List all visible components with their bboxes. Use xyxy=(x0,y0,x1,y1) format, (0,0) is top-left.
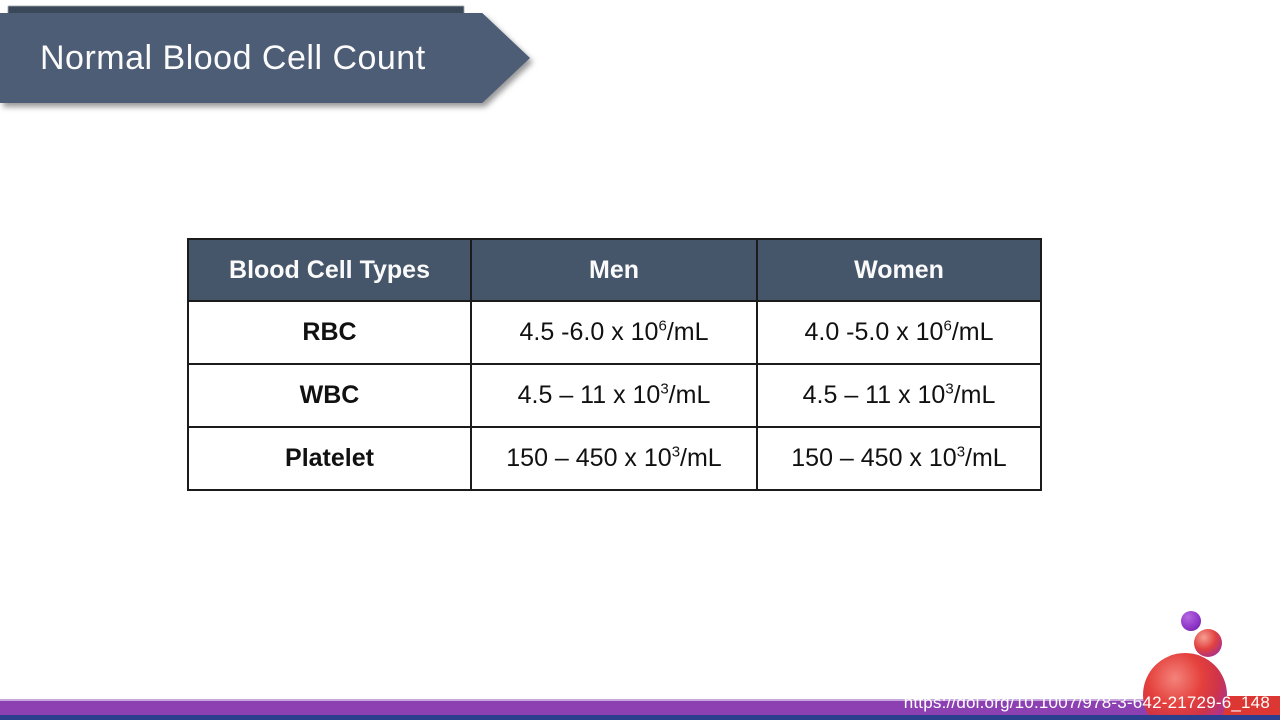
cell-value-text: 150 – 450 x 10 xyxy=(506,444,672,472)
cell-value-unit: /mL xyxy=(951,318,994,346)
footer-red-corner xyxy=(1222,696,1280,715)
cell-value-unit: /mL xyxy=(965,444,1007,472)
row-label-platelet: Platelet xyxy=(187,426,472,491)
cell-value-text: 150 – 450 x 10 xyxy=(791,444,957,472)
cell-value-exponent: 3 xyxy=(660,380,669,398)
cell-value-unit: /mL xyxy=(666,318,709,346)
cell-value-exponent: 3 xyxy=(671,443,681,461)
cell-value-exponent: 3 xyxy=(956,443,966,461)
cell-platelet-men: 150 – 450 x 103/mL xyxy=(470,426,758,491)
header-women: Women xyxy=(756,238,1042,302)
cell-rbc-women: 4.0 -5.0 x 106/mL xyxy=(756,300,1042,365)
footer-purple-bar xyxy=(0,699,1280,715)
cell-value-exponent: 6 xyxy=(658,317,667,335)
cell-value-text: 4.0 -5.0 x 10 xyxy=(804,318,944,346)
table-row: RBC 4.5 -6.0 x 106/mL 4.0 -5.0 x 106/mL xyxy=(187,300,1042,365)
table-row: WBC 4.5 – 11 x 103/mL 4.5 – 11 x 103/mL xyxy=(187,363,1042,428)
footer-navy-strip xyxy=(0,715,1280,720)
header-men: Men xyxy=(470,238,758,302)
cell-value-text: 4.5 – 11 x 10 xyxy=(517,381,661,409)
row-label-rbc: RBC xyxy=(187,300,472,365)
cell-value-exponent: 6 xyxy=(943,317,952,335)
cell-wbc-women: 4.5 – 11 x 103/mL xyxy=(756,363,1042,428)
title-banner: Normal Blood Cell Count xyxy=(0,13,530,103)
slide-title: Normal Blood Cell Count xyxy=(40,38,426,77)
decor-sphere-medium xyxy=(1194,629,1222,657)
decor-sphere-small xyxy=(1181,611,1201,631)
header-blood-cell-types: Blood Cell Types xyxy=(187,238,472,302)
cell-value-unit: /mL xyxy=(953,381,996,409)
doi-link[interactable]: https://doi.org/10.1007/978-3-642-21729-… xyxy=(903,693,1270,712)
cell-value-text: 4.5 – 11 x 10 xyxy=(802,381,946,409)
cell-wbc-men: 4.5 – 11 x 103/mL xyxy=(470,363,758,428)
cell-rbc-men: 4.5 -6.0 x 106/mL xyxy=(470,300,758,365)
cell-value-unit: /mL xyxy=(668,381,711,409)
cell-value-text: 4.5 -6.0 x 10 xyxy=(519,318,659,346)
cell-value-exponent: 3 xyxy=(945,380,954,398)
blood-count-table: Blood Cell Types Men Women RBC 4.5 -6.0 … xyxy=(187,238,1042,491)
table-row: Platelet 150 – 450 x 103/mL 150 – 450 x … xyxy=(187,426,1042,491)
cell-value-unit: /mL xyxy=(680,444,722,472)
decor-sphere-large xyxy=(1143,653,1227,720)
cell-platelet-women: 150 – 450 x 103/mL xyxy=(756,426,1042,491)
table-header-row: Blood Cell Types Men Women xyxy=(187,238,1042,302)
row-label-wbc: WBC xyxy=(187,363,472,428)
